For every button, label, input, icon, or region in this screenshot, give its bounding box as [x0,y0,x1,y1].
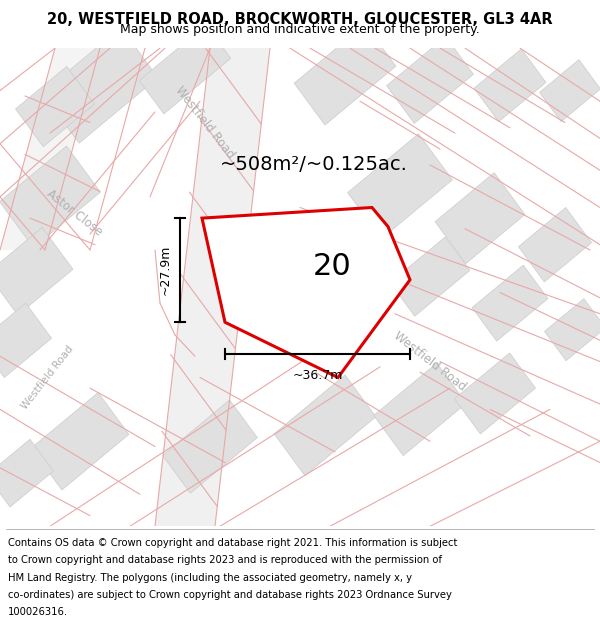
Text: Map shows position and indicative extent of the property.: Map shows position and indicative extent… [120,23,480,36]
Polygon shape [0,146,100,248]
Text: ~508m²/~0.125ac.: ~508m²/~0.125ac. [220,156,408,174]
Polygon shape [31,392,129,490]
Polygon shape [0,439,53,507]
Text: 20: 20 [313,252,352,281]
Polygon shape [274,375,376,476]
Polygon shape [539,59,600,122]
Polygon shape [347,134,452,239]
Text: co-ordinates) are subject to Crown copyright and database rights 2023 Ordnance S: co-ordinates) are subject to Crown copyr… [8,590,452,600]
Text: ~36.7m: ~36.7m [292,369,343,382]
Polygon shape [472,265,548,341]
Text: 20, WESTFIELD ROAD, BROCKWORTH, GLOUCESTER, GL3 4AR: 20, WESTFIELD ROAD, BROCKWORTH, GLOUCEST… [47,12,553,27]
Polygon shape [16,66,94,147]
Polygon shape [155,48,270,526]
Polygon shape [202,208,410,378]
Polygon shape [390,237,470,316]
Text: 100026316.: 100026316. [8,608,68,618]
Polygon shape [42,28,158,143]
Text: HM Land Registry. The polygons (including the associated geometry, namely x, y: HM Land Registry. The polygons (includin… [8,572,412,582]
Polygon shape [474,49,546,122]
Polygon shape [139,25,231,114]
Polygon shape [545,299,600,361]
Polygon shape [0,228,73,315]
Text: to Crown copyright and database rights 2023 and is reproduced with the permissio: to Crown copyright and database rights 2… [8,556,442,566]
Text: Westfield Road: Westfield Road [173,84,237,161]
Text: Westfield Road: Westfield Road [391,329,469,394]
Text: Astor Close: Astor Close [44,187,106,239]
Polygon shape [386,37,473,123]
Polygon shape [454,353,536,434]
Text: ~27.9m: ~27.9m [159,245,172,296]
Polygon shape [163,400,257,493]
Polygon shape [294,24,396,125]
Polygon shape [0,303,52,378]
Text: Westfield Road: Westfield Road [20,344,76,411]
Polygon shape [435,173,525,264]
Polygon shape [0,48,100,250]
Polygon shape [374,363,466,456]
Text: Contains OS data © Crown copyright and database right 2021. This information is : Contains OS data © Crown copyright and d… [8,538,457,548]
Polygon shape [518,208,592,282]
